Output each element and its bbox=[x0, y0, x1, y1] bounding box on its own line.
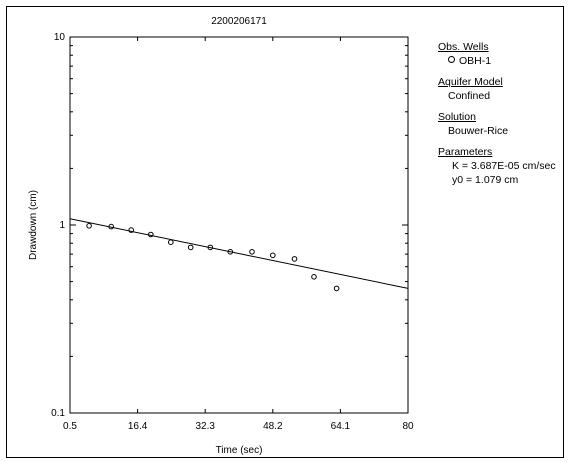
chart-title: 2200206171 bbox=[211, 16, 267, 27]
chart-frame bbox=[6, 6, 564, 458]
data-point bbox=[333, 285, 340, 292]
x-tick-label: 48.2 bbox=[263, 421, 283, 432]
legend-param-y0: y0 = 1.079 cm bbox=[452, 174, 519, 186]
data-point bbox=[311, 274, 317, 280]
legend-solution-header: Solution bbox=[438, 111, 476, 123]
legend-obs-well-label: OBH-1 bbox=[459, 55, 492, 67]
y-tick-label: 0.1 bbox=[51, 408, 65, 419]
x-tick-label: 32.3 bbox=[195, 421, 215, 432]
data-point bbox=[291, 256, 298, 262]
x-tick-label: 80 bbox=[402, 421, 414, 432]
y-tick-label: 1 bbox=[59, 220, 65, 231]
legend-parameters-header: Parameters bbox=[438, 146, 493, 158]
data-point bbox=[270, 252, 276, 259]
x-axis-label: Time (sec) bbox=[216, 445, 263, 456]
legend-aquifer-model-header: Aquifer Model bbox=[438, 76, 503, 88]
y-axis-label: Drawdown (cm) bbox=[28, 190, 39, 260]
fit-line bbox=[69, 218, 409, 289]
open-circle-marker-icon bbox=[448, 56, 455, 63]
legend-panel: Obs. Wells OBH-1 Aquifer Model Confined … bbox=[438, 40, 568, 187]
data-point bbox=[249, 249, 255, 255]
legend-obs-wells-header: Obs. Wells bbox=[438, 41, 489, 53]
legend-param-k: K = 3.687E-05 cm/sec bbox=[452, 160, 556, 172]
legend-obs-well-item: OBH-1 bbox=[438, 54, 568, 68]
data-point bbox=[86, 223, 92, 229]
legend-aquifer-model-value: Confined bbox=[448, 90, 491, 102]
x-tick-label: 0.5 bbox=[63, 421, 77, 432]
y-tick-label: 10 bbox=[54, 32, 66, 43]
x-tick-label: 64.1 bbox=[331, 421, 351, 432]
data-point bbox=[168, 239, 174, 245]
legend-solution-value: Bouwer-Rice bbox=[448, 125, 509, 137]
data-point bbox=[187, 244, 194, 251]
plot-area bbox=[69, 36, 409, 414]
x-tick-label: 16.4 bbox=[128, 421, 148, 432]
